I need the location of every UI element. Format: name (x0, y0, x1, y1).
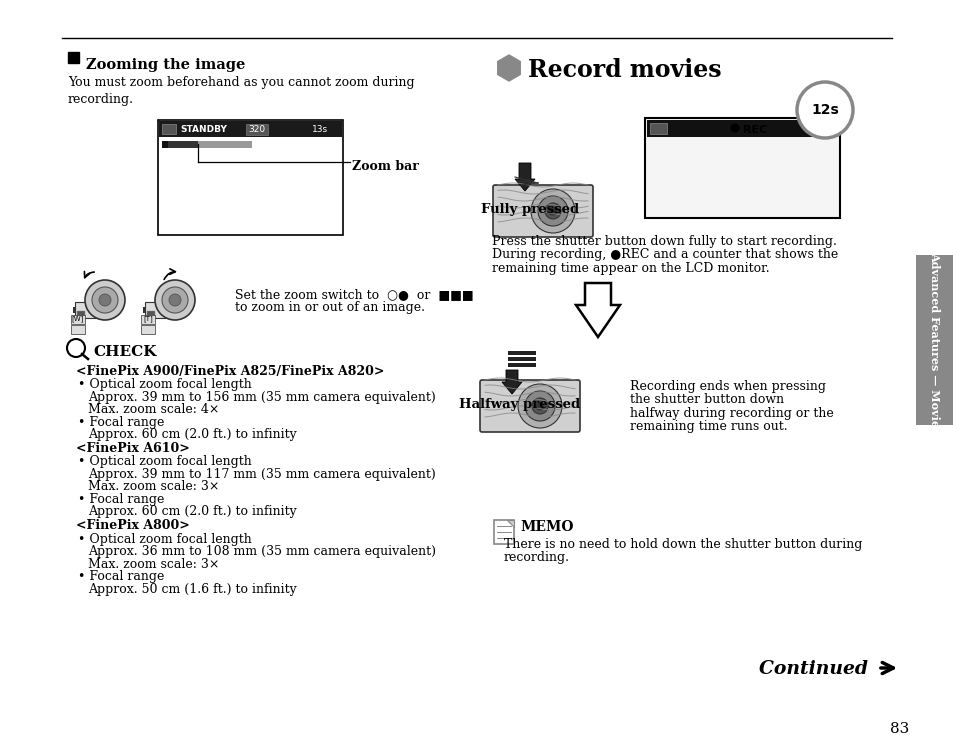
Text: Set the zoom switch to  ○●  or  ■■■: Set the zoom switch to ○● or ■■■ (234, 288, 473, 301)
Text: to zoom in or out of an image.: to zoom in or out of an image. (234, 301, 424, 315)
Text: <FinePix A900/FinePix A825/FinePix A820>: <FinePix A900/FinePix A825/FinePix A820> (76, 365, 384, 378)
Text: You must zoom beforehand as you cannot zoom during
recording.: You must zoom beforehand as you cannot z… (68, 76, 415, 106)
Bar (159, 121, 341, 137)
Text: Continued: Continued (759, 660, 874, 678)
Text: Record movies: Record movies (527, 58, 720, 82)
Bar (75, 302, 103, 318)
Text: remaining time appear on the LCD monitor.: remaining time appear on the LCD monitor… (492, 262, 769, 275)
Polygon shape (497, 55, 519, 81)
Bar (141, 325, 154, 334)
Text: • Optical zoom focal length: • Optical zoom focal length (78, 532, 252, 546)
Text: halfway during recording or the: halfway during recording or the (629, 407, 833, 420)
Circle shape (99, 294, 111, 306)
Bar (507, 351, 536, 355)
Bar (68, 52, 79, 63)
Circle shape (91, 287, 118, 313)
Polygon shape (576, 283, 619, 337)
FancyArrow shape (501, 370, 521, 394)
Bar (507, 363, 536, 367)
Circle shape (796, 82, 852, 138)
Bar (71, 325, 85, 334)
Circle shape (537, 196, 567, 226)
FancyBboxPatch shape (493, 185, 593, 237)
Text: REC: REC (742, 125, 766, 135)
Text: • Focal range: • Focal range (78, 493, 164, 506)
Circle shape (531, 189, 575, 233)
Text: 83: 83 (889, 722, 908, 736)
Text: STANDBY: STANDBY (180, 125, 227, 134)
Text: 13s: 13s (312, 125, 328, 134)
Bar (71, 315, 85, 324)
FancyArrow shape (515, 163, 535, 191)
Text: Max. zoom scale: 3×: Max. zoom scale: 3× (88, 557, 219, 571)
Text: During recording, ●REC and a counter that shows the: During recording, ●REC and a counter tha… (492, 248, 838, 261)
Circle shape (517, 384, 561, 428)
Circle shape (169, 294, 181, 306)
Text: <FinePix A610>: <FinePix A610> (76, 442, 190, 455)
Circle shape (532, 398, 547, 414)
Circle shape (544, 203, 560, 219)
Circle shape (162, 287, 188, 313)
Text: • Optical zoom focal length: • Optical zoom focal length (78, 455, 252, 469)
Bar (162, 141, 168, 148)
Text: MEMO: MEMO (519, 520, 573, 534)
Text: • Focal range: • Focal range (78, 416, 164, 429)
Bar (644, 118, 840, 218)
FancyBboxPatch shape (494, 520, 514, 544)
FancyBboxPatch shape (479, 380, 579, 432)
Text: Zooming the image: Zooming the image (86, 58, 245, 72)
Text: the shutter button down: the shutter button down (629, 393, 783, 406)
Text: Approx. 36 mm to 108 mm (35 mm camera equivalent): Approx. 36 mm to 108 mm (35 mm camera eq… (88, 545, 436, 558)
Text: Approx. 60 cm (2.0 ft.) to infinity: Approx. 60 cm (2.0 ft.) to infinity (88, 506, 296, 519)
Text: remaining time runs out.: remaining time runs out. (629, 421, 787, 433)
Bar (141, 315, 154, 324)
Text: Max. zoom scale: 3×: Max. zoom scale: 3× (88, 480, 219, 494)
Polygon shape (506, 520, 514, 527)
Bar (246, 124, 268, 135)
Text: • Focal range: • Focal range (78, 570, 164, 583)
Bar (147, 311, 154, 316)
Text: Recording ends when pressing: Recording ends when pressing (629, 380, 825, 393)
Text: Halfway pressed: Halfway pressed (459, 398, 580, 411)
Bar (77, 311, 85, 316)
Text: 320: 320 (248, 125, 265, 134)
Circle shape (536, 402, 543, 410)
Text: Max. zoom scale: 4×: Max. zoom scale: 4× (88, 403, 219, 417)
Circle shape (85, 280, 125, 320)
Bar (162, 124, 175, 134)
Text: Approx. 39 mm to 156 mm (35 mm camera equivalent): Approx. 39 mm to 156 mm (35 mm camera eq… (88, 391, 436, 404)
Circle shape (548, 207, 557, 215)
Bar (145, 302, 172, 318)
Text: There is no need to hold down the shutter button during: There is no need to hold down the shutte… (503, 538, 862, 551)
Bar (915, 255, 953, 425)
Bar (162, 141, 198, 148)
Text: Zoom bar: Zoom bar (352, 160, 418, 173)
Text: Approx. 50 cm (1.6 ft.) to infinity: Approx. 50 cm (1.6 ft.) to infinity (88, 583, 296, 596)
Bar (73, 307, 76, 313)
Bar (158, 120, 343, 235)
Text: CHECK: CHECK (92, 345, 156, 359)
Circle shape (524, 391, 555, 421)
Text: 12s: 12s (810, 103, 838, 117)
Text: [W]: [W] (71, 315, 84, 322)
Text: Press the shutter button down fully to start recording.: Press the shutter button down fully to s… (492, 235, 836, 248)
Bar (143, 307, 146, 313)
Circle shape (730, 124, 739, 132)
Text: recording.: recording. (503, 551, 569, 565)
Bar (162, 141, 252, 148)
Text: Approx. 39 mm to 117 mm (35 mm camera equivalent): Approx. 39 mm to 117 mm (35 mm camera eq… (88, 468, 436, 481)
Bar (646, 120, 837, 137)
Bar (649, 123, 666, 134)
Text: • Optical zoom focal length: • Optical zoom focal length (78, 378, 252, 392)
Text: [T]: [T] (143, 315, 152, 322)
Text: <FinePix A800>: <FinePix A800> (76, 519, 190, 532)
Bar (507, 357, 536, 361)
Circle shape (154, 280, 194, 320)
Text: Approx. 60 cm (2.0 ft.) to infinity: Approx. 60 cm (2.0 ft.) to infinity (88, 429, 296, 442)
Text: Advanced Features — Movie: Advanced Features — Movie (928, 252, 940, 427)
Text: Fully pressed: Fully pressed (480, 203, 578, 216)
